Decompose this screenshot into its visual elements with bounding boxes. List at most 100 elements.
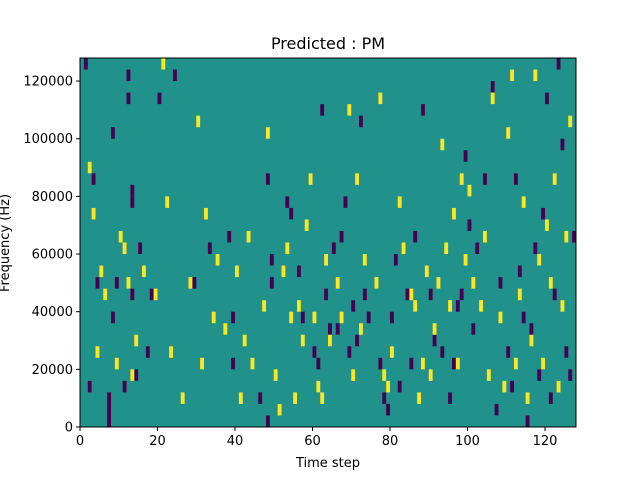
heatmap-cell-high — [479, 300, 484, 312]
heatmap-cell-low — [521, 311, 526, 324]
heatmap-cell-high — [134, 334, 139, 347]
heatmap-cell-low — [138, 242, 143, 255]
heatmap-cell-high — [339, 311, 344, 324]
heatmap-cell-high — [328, 334, 332, 347]
heatmap-cell-low — [533, 242, 538, 255]
heatmap-cell-low — [490, 81, 495, 93]
heatmap-cell-high — [297, 300, 301, 312]
heatmap-cell-low — [107, 392, 112, 404]
heatmap-cell-low — [355, 334, 360, 347]
heatmap-cell-low — [107, 403, 112, 416]
heatmap-cell-low — [459, 288, 464, 301]
y-axis-ticks: 0 20000 40000 60000 80000 100000 120000 — [23, 75, 80, 436]
heatmap-cell-high — [401, 242, 406, 255]
chart-title: Predicted : PM — [271, 34, 385, 53]
heatmap-cell-low — [548, 392, 553, 404]
heatmap-cell-high — [242, 334, 247, 347]
heatmap-cell-high — [545, 219, 549, 231]
heatmap-cell-low — [510, 380, 515, 393]
heatmap-cell-high — [455, 357, 460, 370]
y-tick-label: 80000 — [32, 190, 73, 205]
heatmap-cell-high — [204, 207, 208, 220]
heatmap-cell-high — [130, 369, 135, 381]
heatmap-cell-high — [91, 207, 96, 220]
heatmap-cell-high — [556, 380, 561, 393]
heatmap-cell-high — [95, 346, 100, 358]
x-tick-label: 20 — [149, 434, 166, 449]
heatmap-cell-high — [103, 288, 108, 301]
heatmap-cell-low — [421, 104, 425, 116]
heatmap-cell-low — [564, 346, 569, 358]
heatmap-cell-low — [560, 138, 565, 151]
heatmap-cell-high — [304, 219, 309, 231]
heatmap-cell-high — [459, 173, 464, 185]
y-tick-label: 0 — [65, 421, 73, 436]
heatmap-cell-high — [390, 346, 394, 358]
x-tick-label: 60 — [304, 434, 321, 449]
heatmap-plot-area — [79, 57, 577, 428]
heatmap-cell-low — [471, 323, 476, 335]
heatmap-cell-high — [347, 104, 352, 116]
heatmap-cell-low — [312, 346, 317, 358]
heatmap-cell-low — [173, 69, 177, 82]
heatmap-cell-high — [424, 265, 429, 278]
y-tick-label: 60000 — [32, 248, 73, 263]
heatmap-cell-high — [428, 369, 433, 381]
heatmap-cell-high — [382, 369, 387, 381]
heatmap-cell-high — [471, 277, 476, 289]
heatmap-cell-low — [390, 311, 394, 324]
heatmap-cell-low — [339, 230, 344, 243]
heatmap-cell-high — [409, 288, 414, 301]
heatmap-cell-high — [351, 369, 356, 381]
heatmap-cell-high — [285, 242, 290, 255]
heatmap-cell-low — [467, 219, 472, 231]
heatmap-cell-low — [366, 311, 371, 324]
heatmap-cell-high — [486, 369, 491, 381]
heatmap-cell-high — [273, 369, 278, 381]
heatmap-cell-low — [227, 230, 232, 243]
heatmap-cell-high — [238, 392, 243, 404]
heatmap-cell-high — [452, 207, 456, 220]
heatmap-cell-high — [440, 138, 445, 151]
heatmap-cell-low — [266, 173, 270, 185]
heatmap-cell-high — [378, 92, 383, 105]
heatmap-cell-low — [517, 265, 522, 278]
heatmap-cell-low — [157, 92, 162, 105]
heatmap-cell-high — [316, 380, 321, 393]
heatmap-cell-low — [289, 207, 294, 220]
heatmap-cell-high — [289, 311, 294, 324]
heatmap-cell-low — [207, 242, 212, 255]
heatmap-cell-low — [335, 323, 340, 335]
heatmap-cell-low — [269, 254, 274, 266]
heatmap-cell-low — [506, 346, 511, 358]
heatmap-cell-high — [126, 277, 131, 289]
heatmap-cell-low — [529, 323, 534, 335]
x-axis-label: Time step — [295, 456, 360, 471]
heatmap-cell-low — [378, 357, 383, 370]
heatmap-cell-high — [211, 311, 216, 324]
heatmap-cell-low — [91, 173, 96, 185]
axes-frame — [79, 57, 577, 428]
x-tick-label: 0 — [76, 434, 84, 449]
heatmap-cell-high — [432, 323, 437, 335]
heatmap-cell-low — [297, 265, 301, 278]
heatmap-cell-high — [335, 277, 340, 289]
heatmap-cell-low — [95, 277, 100, 289]
heatmap-cell-low — [149, 288, 154, 301]
heatmap-cell-low — [393, 254, 398, 266]
heatmap-cell-low — [145, 346, 150, 358]
heatmap-cell-low — [328, 323, 332, 335]
heatmap-cell-high — [118, 230, 123, 243]
heatmap-cell-high — [246, 230, 251, 243]
heatmap-cell-high — [293, 392, 298, 404]
heatmap-cell-high — [266, 127, 270, 139]
heatmap-cell-high — [463, 254, 468, 266]
heatmap-cell-low — [87, 380, 92, 393]
heatmap-cell-low — [359, 115, 363, 128]
heatmap-cell-high — [537, 254, 542, 266]
heatmap-cell-high — [413, 300, 418, 312]
heatmap-cell-low — [130, 184, 135, 197]
heatmap-cell-low — [386, 403, 391, 416]
heatmap-cell-low — [269, 277, 274, 289]
heatmap-cell-high — [196, 115, 201, 128]
